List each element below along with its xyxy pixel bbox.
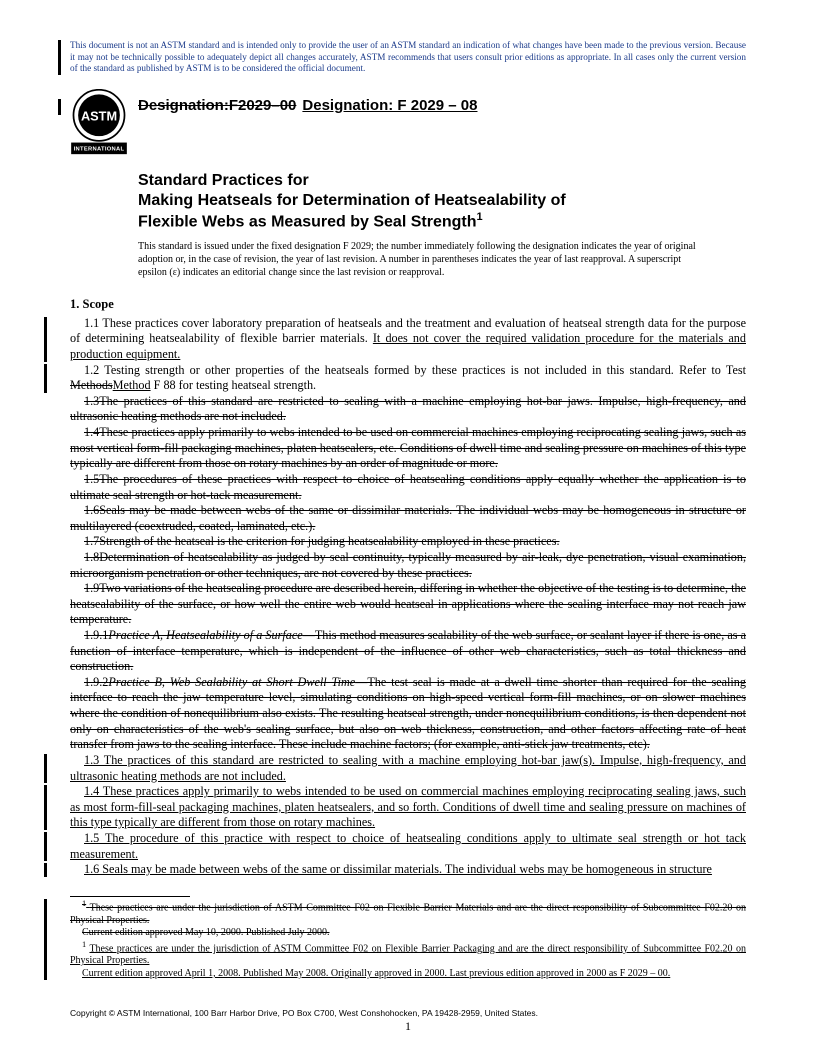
struck-1-7: 1.7Strength of the heatseal is the crite… xyxy=(70,534,746,550)
designation-new: Designation: F 2029 – 08 xyxy=(302,97,477,114)
designation-old: Designation:F2029–00 xyxy=(138,97,296,114)
para-1-2: 1.2 Testing strength or other properties… xyxy=(70,363,746,394)
designation-block: Designation:F2029–00 Designation: F 2029… xyxy=(138,89,746,115)
para-1-2-old: Methods xyxy=(70,378,113,392)
astm-logo: ASTM INTERNATIONAL xyxy=(70,89,128,159)
section-head-scope: 1. Scope xyxy=(70,297,746,312)
header-row: ASTM INTERNATIONAL Designation:F2029–00 … xyxy=(70,89,746,159)
title-line-1: Standard Practices for xyxy=(138,172,309,189)
added-1-4-text: 1.4 These practices apply primarily to w… xyxy=(70,784,746,829)
struck-1-6: 1.6Seals may be made between webs of the… xyxy=(70,503,746,534)
footnote-new-1: 1 These practices are under the jurisdic… xyxy=(70,940,746,968)
footnotes: 1 These practices are under the jurisdic… xyxy=(70,899,746,981)
struck-1-9-2: 1.9.2Practice B, Web Sealability at Shor… xyxy=(70,675,746,753)
added-1-6: 1.6 Seals may be made between webs of th… xyxy=(70,862,746,878)
struck-1-3: 1.3The practices of this standard are re… xyxy=(70,394,746,425)
footnote-old-1-text: These practices are under the jurisdicti… xyxy=(70,902,746,926)
page-container: This document is not an ASTM standard an… xyxy=(0,0,816,1056)
struck-1-8: 1.8Determination of heatsealability as j… xyxy=(70,550,746,581)
para-1-2-new: Method xyxy=(113,378,151,392)
para-1-2-c: F 88 for testing heatseal strength. xyxy=(151,378,317,392)
title-footnote-ref: 1 xyxy=(476,211,482,223)
footnote-new-1-text: These practices are under the jurisdicti… xyxy=(70,943,746,967)
struck-1-9-1-ital: Practice A, Heatsealability of a Surface xyxy=(108,628,302,642)
footnote-old-2: Current edition approved May 10, 2000. P… xyxy=(70,927,746,940)
footnote-new-2-text: Current edition approved April 1, 2008. … xyxy=(82,968,670,979)
title-block: Standard Practices for Making Heatseals … xyxy=(138,171,746,232)
struck-1-5: 1.5The procedures of these practices wit… xyxy=(70,472,746,503)
footnote-rule xyxy=(70,896,190,897)
added-1-5: 1.5 The procedure of this practice with … xyxy=(70,831,746,862)
added-1-4: 1.4 These practices apply primarily to w… xyxy=(70,784,746,831)
footnote-new-2: Current edition approved April 1, 2008. … xyxy=(70,968,746,981)
footnote-old-1: 1 These practices are under the jurisdic… xyxy=(70,899,746,927)
document-title: Standard Practices for Making Heatseals … xyxy=(138,171,746,232)
logo-bottom-text: INTERNATIONAL xyxy=(74,146,125,152)
logo-top-text: ASTM xyxy=(81,108,117,123)
struck-1-9-1-label: 1.9.1 xyxy=(84,628,108,642)
struck-1-9: 1.9Two variations of the heatsealing pro… xyxy=(70,581,746,628)
struck-1-9-2-label: 1.9.2 xyxy=(84,675,108,689)
title-line-2: Making Heatseals for Determination of He… xyxy=(138,192,566,209)
issuance-note: This standard is issued under the fixed … xyxy=(138,240,706,279)
added-1-3-text: 1.3 The practices of this standard are r… xyxy=(70,753,746,783)
scope-body: 1.1 These practices cover laboratory pre… xyxy=(70,316,746,878)
title-line-3: Flexible Webs as Measured by Seal Streng… xyxy=(138,213,476,230)
struck-1-4: 1.4These practices apply primarily to we… xyxy=(70,425,746,472)
added-1-5-text: 1.5 The procedure of this practice with … xyxy=(70,831,746,861)
redline-disclaimer: This document is not an ASTM standard an… xyxy=(70,40,746,75)
added-1-3: 1.3 The practices of this standard are r… xyxy=(70,753,746,784)
para-1-1: 1.1 These practices cover laboratory pre… xyxy=(70,316,746,363)
footnote-old-2-text: Current edition approved May 10, 2000. P… xyxy=(82,927,329,938)
added-1-6-text: 1.6 Seals may be made between webs of th… xyxy=(84,862,712,876)
copyright-line: Copyright © ASTM International, 100 Barr… xyxy=(70,1008,746,1018)
struck-1-9-2-ital: Practice B, Web Sealability at Short Dwe… xyxy=(108,675,355,689)
page-number: 1 xyxy=(0,1019,816,1034)
para-1-2-a: 1.2 Testing strength or other properties… xyxy=(84,363,746,377)
struck-1-9-1: 1.9.1Practice A, Heatsealability of a Su… xyxy=(70,628,746,675)
